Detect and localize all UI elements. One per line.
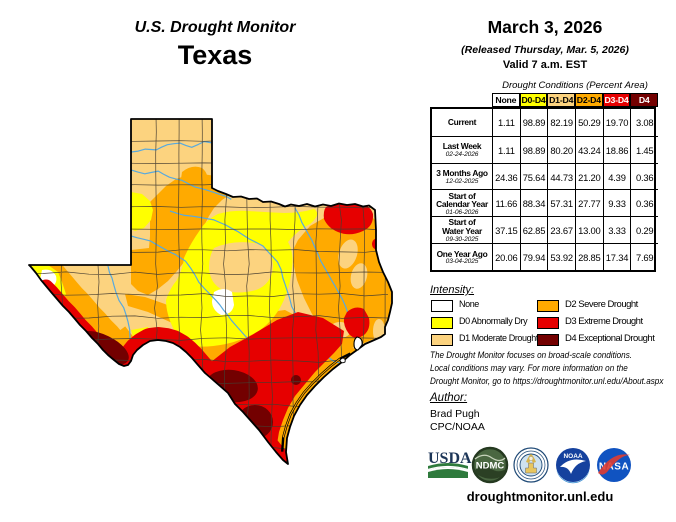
svg-text:NDMC: NDMC [476,461,505,472]
svg-text:USDA: USDA [428,450,472,467]
svg-text:NOAA: NOAA [563,453,582,460]
svg-text:NASA: NASA [599,462,629,473]
